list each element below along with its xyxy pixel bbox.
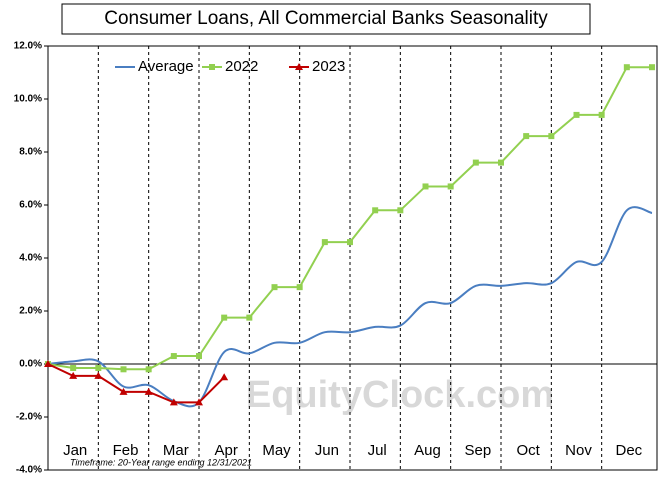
point <box>649 64 655 71</box>
x-tick-label: May <box>262 442 291 459</box>
point <box>170 353 177 360</box>
x-tick-label: Jun <box>315 442 339 459</box>
legend-label: 2022 <box>225 58 258 75</box>
x-tick-label: Jul <box>368 442 387 459</box>
x-tick-label: Aug <box>414 442 441 459</box>
y-tick-label: 4.0% <box>19 253 42 264</box>
y-tick-label: 0.0% <box>19 359 42 370</box>
chart-title: Consumer Loans, All Commercial Banks Sea… <box>104 8 548 29</box>
point <box>44 360 52 367</box>
x-tick-label: Feb <box>113 442 139 459</box>
point <box>145 366 152 373</box>
point <box>598 111 605 118</box>
point <box>523 133 530 140</box>
plot-area <box>47 45 658 471</box>
point <box>221 314 228 321</box>
point <box>119 387 128 395</box>
legend-label: 2023 <box>312 58 345 75</box>
y-tick-label: -2.0% <box>16 412 42 423</box>
point <box>422 183 429 190</box>
point <box>70 364 77 371</box>
point <box>321 239 328 246</box>
point <box>498 159 504 166</box>
point <box>397 207 404 214</box>
series-line <box>47 363 225 404</box>
y-tick-label: 8.0% <box>19 147 42 158</box>
y-tick-label: -4.0% <box>16 465 42 476</box>
footnote: Timeframe: 20-Year range ending 12/31/20… <box>70 457 252 467</box>
x-tick-label: Apr <box>214 442 237 459</box>
point <box>169 398 178 406</box>
x-tick-label: Oct <box>516 442 540 459</box>
y-tick-label: 12.0% <box>14 41 42 52</box>
point <box>120 366 127 373</box>
legend-marker <box>209 64 215 70</box>
x-tick-label: Nov <box>565 442 592 459</box>
y-tick-label: 6.0% <box>19 200 42 211</box>
point <box>69 371 78 379</box>
point <box>271 284 278 291</box>
point <box>447 183 454 190</box>
point <box>196 353 202 360</box>
point <box>246 314 253 321</box>
point <box>95 364 102 371</box>
x-tick-label: Jan <box>63 442 87 459</box>
point <box>220 373 229 381</box>
x-tick-label: Dec <box>615 442 642 459</box>
point <box>548 133 555 140</box>
y-tick-label: 10.0% <box>14 94 42 105</box>
point <box>347 239 353 246</box>
point <box>94 371 103 379</box>
point <box>372 207 379 214</box>
point <box>573 111 580 118</box>
y-tick-label: 2.0% <box>19 306 42 317</box>
x-tick-label: Sep <box>464 442 491 459</box>
point <box>195 398 203 406</box>
legend-marker <box>295 63 303 70</box>
series-line <box>47 206 653 408</box>
legend-label: Average <box>138 58 194 75</box>
title-box <box>61 3 591 35</box>
x-tick-label: Mar <box>163 442 189 459</box>
point <box>296 284 303 291</box>
point <box>472 159 479 166</box>
point <box>623 64 630 71</box>
point <box>144 387 153 395</box>
